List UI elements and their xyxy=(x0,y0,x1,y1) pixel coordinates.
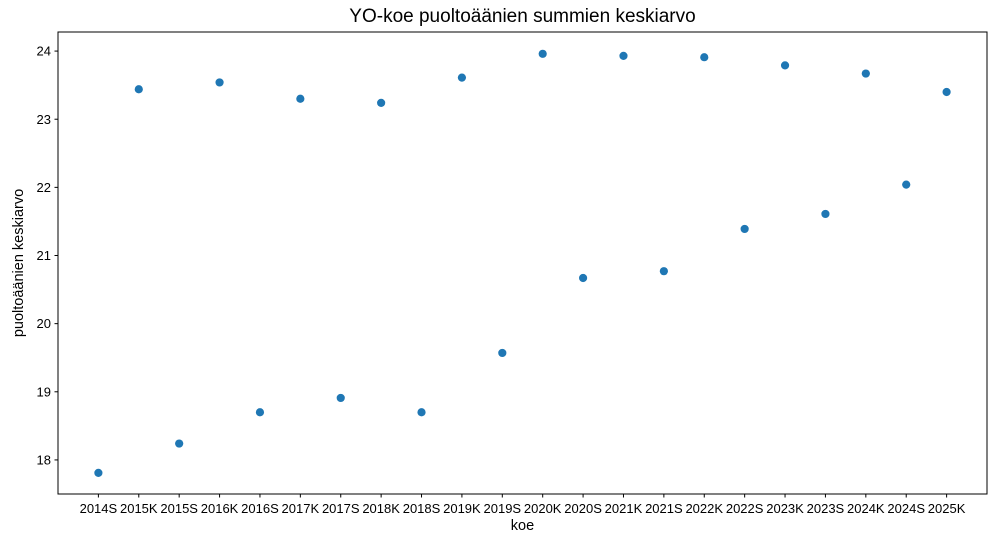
data-point-2023S xyxy=(821,209,830,219)
plot-frame xyxy=(57,31,988,495)
x-tick-label-2021S: 2021S xyxy=(645,501,683,516)
y-tick-label-20: 20 xyxy=(37,316,51,331)
x-tick-label-2016K: 2016K xyxy=(201,501,239,516)
x-tick-label-2019K: 2019K xyxy=(443,501,481,516)
x-axis-label: koe xyxy=(511,518,534,534)
data-point-2024K xyxy=(861,69,870,78)
x-tick-label-2021K: 2021K xyxy=(605,501,643,516)
y-axis: 18 19 20 21 22 23 24 xyxy=(37,44,58,468)
x-tick-label-2020K: 2020K xyxy=(524,501,562,516)
data-point-2022S xyxy=(740,224,749,234)
x-tick-label-2024S: 2024S xyxy=(887,501,925,516)
x-axis: 2014S 2015K 2015S 2016K 2016S 2017K 2017S 2018K… xyxy=(80,494,966,516)
x-tick-label-2016S: 2016S xyxy=(241,501,279,516)
data-point-2016K xyxy=(215,78,224,87)
y-tick-label-21: 21 xyxy=(37,248,51,263)
data-point-2019K xyxy=(457,73,467,82)
data-point-2025K xyxy=(942,87,951,97)
x-tick-label-2022K: 2022K xyxy=(685,501,723,516)
x-tick-label-2022S: 2022S xyxy=(726,501,764,516)
y-tick-label-24: 24 xyxy=(37,44,51,59)
y-axis-label: puoltoäänien keskiarvo xyxy=(11,189,27,337)
data-point-2019S xyxy=(498,348,507,358)
data-point-2020K xyxy=(538,49,547,58)
x-tick-label-2019S: 2019S xyxy=(484,501,522,516)
scatter-points xyxy=(94,49,951,477)
x-tick-label-2023S: 2023S xyxy=(807,501,845,516)
data-point-2024S xyxy=(902,180,911,189)
x-tick-label-2018K: 2018K xyxy=(362,501,400,516)
chart-title: YO-koe puoltoäänien summien keskiarvo xyxy=(349,6,695,27)
x-tick-label-2024K: 2024K xyxy=(847,501,885,516)
y-tick-label-18: 18 xyxy=(37,453,51,468)
data-point-2018S xyxy=(417,408,426,417)
data-point-2015K xyxy=(134,85,143,94)
data-point-2022K xyxy=(700,53,709,62)
data-point-2015S xyxy=(175,439,184,448)
x-tick-label-2018S: 2018S xyxy=(403,501,441,516)
data-point-2023K xyxy=(780,61,790,70)
data-point-2014S xyxy=(94,468,103,477)
data-point-2021K xyxy=(619,51,628,60)
x-tick-label-2014S: 2014S xyxy=(80,501,118,516)
data-point-2018K xyxy=(377,98,386,107)
y-tick-label-22: 22 xyxy=(37,180,51,195)
x-tick-label-2017S: 2017S xyxy=(322,501,360,516)
x-tick-label-2025K: 2025K xyxy=(928,501,966,516)
y-tick-label-19: 19 xyxy=(37,384,51,399)
y-tick-label-23: 23 xyxy=(37,112,51,127)
data-point-2016S xyxy=(255,408,265,417)
x-tick-label-2015S: 2015S xyxy=(160,501,198,516)
data-point-2020S xyxy=(578,273,588,283)
x-tick-label-2023K: 2023K xyxy=(766,501,804,516)
data-point-2021S xyxy=(659,267,668,276)
data-point-2017S xyxy=(336,393,345,403)
x-tick-label-2015K: 2015K xyxy=(120,501,158,516)
x-tick-label-2017K: 2017K xyxy=(282,501,320,516)
x-tick-label-2020S: 2020S xyxy=(564,501,602,516)
data-point-2017K xyxy=(296,94,305,103)
